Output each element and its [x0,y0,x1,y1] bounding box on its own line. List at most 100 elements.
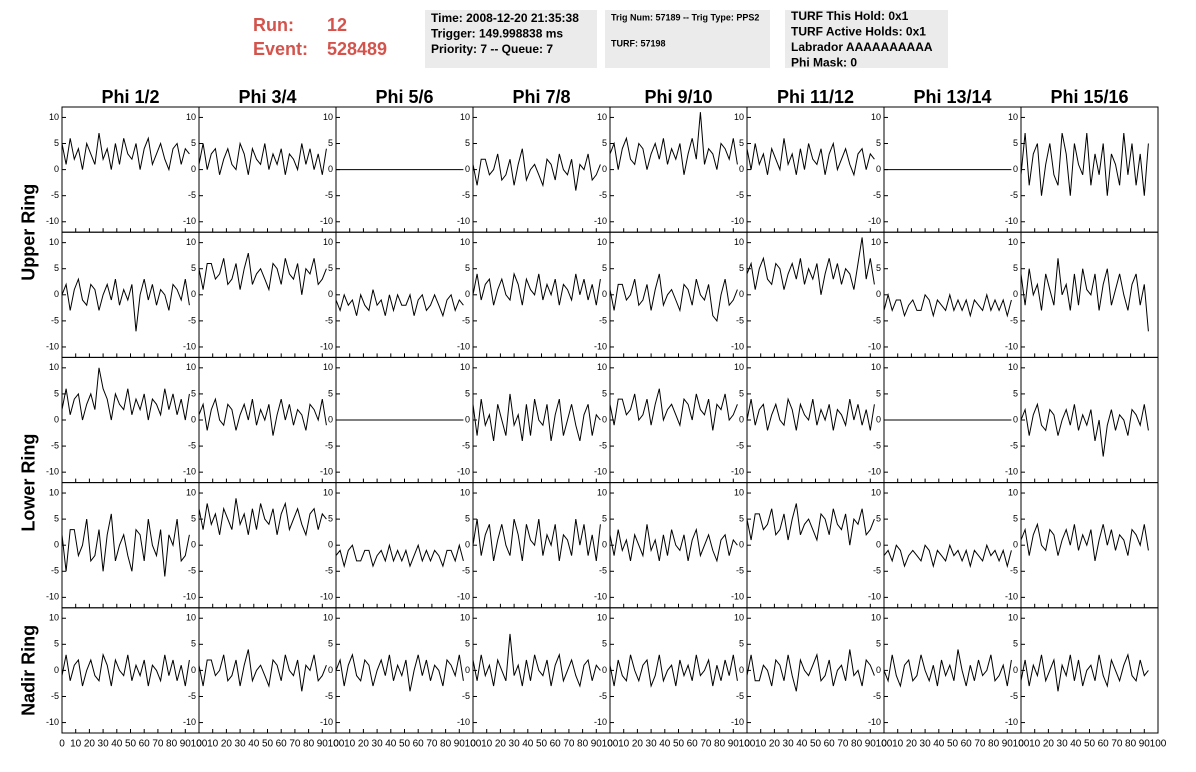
waveform [61,513,190,577]
y-tick-label: 10 [460,112,470,122]
y-tick-label: 5 [191,263,196,273]
y-tick-label: 5 [328,639,333,649]
info-text: Priority: 7 -- Queue: 7 [431,42,553,56]
x-tick-label: 70 [152,739,164,750]
y-tick-label: 0 [54,289,59,299]
x-tick-label: 0 [607,739,613,750]
y-tick-label: 5 [876,639,881,649]
x-tick-label: 0 [333,739,339,750]
y-tick-label: 10 [49,487,59,497]
y-tick-label: 10 [49,613,59,623]
x-tick-label: 100 [191,739,208,750]
y-tick-label: 10 [734,237,744,247]
x-tick-label: 70 [974,739,986,750]
y-tick-label: -5 [188,190,196,200]
y-tick-label: 5 [602,639,607,649]
waveform [883,292,1012,318]
y-tick-label: 0 [602,540,607,550]
y-tick-label: 0 [739,665,744,675]
y-tick-label: 0 [876,289,881,299]
y-tick-label: -5 [599,190,607,200]
column-title: Phi 1/2 [101,87,159,107]
y-tick-label: -10 [457,216,470,226]
x-tick-label: 0 [196,739,202,750]
y-tick-label: -5 [1010,190,1018,200]
y-tick-label: 10 [871,362,881,372]
x-tick-label: 30 [920,739,932,750]
y-tick-label: 5 [739,639,744,649]
y-tick-label: 0 [1013,414,1018,424]
x-tick-label: 10 [207,739,219,750]
y-tick-label: 0 [54,665,59,675]
y-tick-label: 0 [465,289,470,299]
y-tick-label: 10 [871,112,881,122]
waveform [198,498,327,537]
y-tick-label: 0 [602,414,607,424]
y-tick-label: 0 [1013,540,1018,550]
y-tick-label: -10 [731,216,744,226]
y-tick-label: -5 [325,440,333,450]
y-tick-label: -10 [594,216,607,226]
y-tick-label: 5 [465,639,470,649]
x-tick-label: 10 [892,739,904,750]
x-tick-label: 40 [385,739,397,750]
y-tick-label: 0 [191,540,196,550]
y-tick-label: 10 [597,112,607,122]
ring-label: Lower Ring [19,434,39,532]
waveform [1020,653,1149,692]
waveform [1020,258,1149,332]
x-tick-label: 30 [98,739,110,750]
y-tick-label: 5 [328,138,333,148]
y-tick-label: 5 [1013,639,1018,649]
y-tick-label: -5 [873,566,881,576]
y-tick-label: 0 [465,414,470,424]
column-title: Phi 5/6 [375,87,433,107]
y-tick-label: -10 [457,717,470,727]
y-tick-label: 10 [1008,362,1018,372]
y-tick-label: -5 [51,190,59,200]
y-tick-label: 5 [54,639,59,649]
y-tick-label: 0 [876,164,881,174]
x-tick-label: 20 [221,739,233,750]
y-tick-label: -10 [46,467,59,477]
info-box [785,10,948,68]
y-tick-label: -5 [1010,691,1018,701]
y-tick-label: -10 [868,467,881,477]
y-tick-label: 5 [54,263,59,273]
y-tick-label: 5 [191,138,196,148]
panel-frame [335,607,474,734]
waveform [61,652,190,687]
run-number: 12 [327,15,347,35]
waveform [1020,133,1149,196]
y-tick-label: 10 [597,237,607,247]
y-tick-label: 0 [739,414,744,424]
column-title: Phi 15/16 [1050,87,1128,107]
waveform [472,633,601,688]
waveform [472,518,601,561]
y-tick-label: -10 [320,592,333,602]
y-tick-label: 0 [465,540,470,550]
x-tick-label: 10 [1029,739,1041,750]
event-label: Event: [253,39,308,59]
x-tick-label: 70 [700,739,712,750]
waveform [609,112,738,175]
y-tick-label: 10 [323,112,333,122]
x-tick-label: 60 [961,739,973,750]
y-tick-label: 10 [1008,613,1018,623]
x-tick-label: 0 [881,739,887,750]
x-tick-label: 50 [399,739,411,750]
x-tick-label: 30 [509,739,521,750]
y-tick-label: 10 [460,362,470,372]
waveform [61,133,190,172]
y-tick-label: -10 [868,717,881,727]
x-tick-label: 0 [470,739,476,750]
y-tick-label: 0 [876,540,881,550]
x-tick-label: 70 [1111,739,1123,750]
y-tick-label: -10 [594,467,607,477]
y-tick-label: 0 [739,289,744,299]
y-tick-label: 0 [739,540,744,550]
y-tick-label: 0 [328,164,333,174]
x-tick-label: 60 [687,739,699,750]
y-tick-label: 10 [186,237,196,247]
y-tick-label: 5 [739,263,744,273]
